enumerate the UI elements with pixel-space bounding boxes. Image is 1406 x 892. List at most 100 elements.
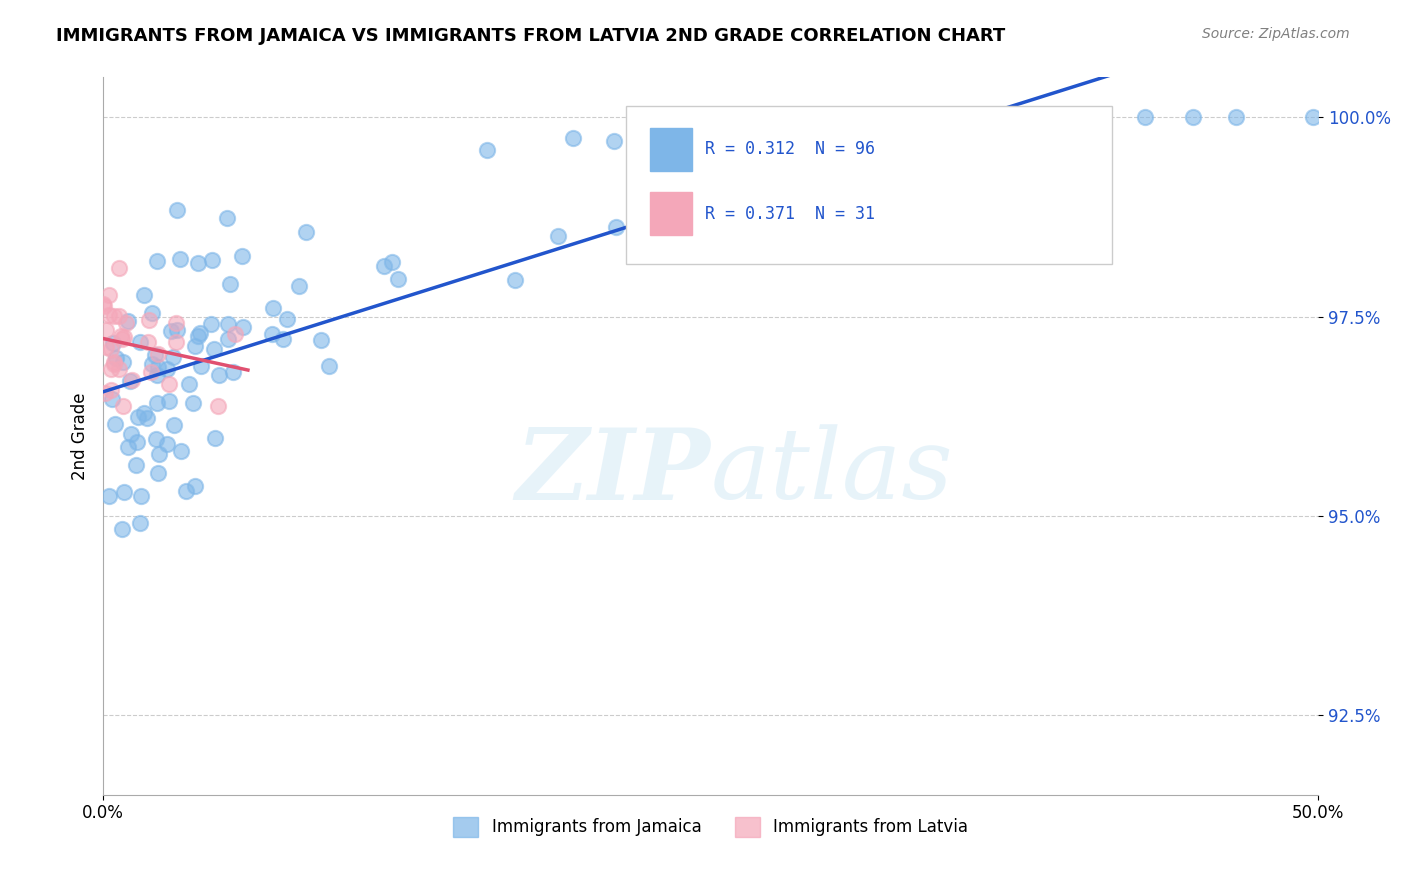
Immigrants from Latvia <box>91 297 114 311</box>
Immigrants from Jamaica <box>111 354 134 368</box>
Immigrants from Jamaica <box>184 339 207 353</box>
Immigrants from Jamaica <box>128 516 150 531</box>
Immigrants from Jamaica <box>157 393 180 408</box>
Immigrants from Jamaica <box>222 365 245 379</box>
Text: Source: ZipAtlas.com: Source: ZipAtlas.com <box>1202 27 1350 41</box>
Immigrants from Jamaica <box>200 317 222 331</box>
Immigrants from Jamaica <box>970 110 993 124</box>
Immigrants from Jamaica <box>217 332 239 346</box>
Immigrants from Latvia <box>165 317 187 331</box>
Immigrants from Jamaica <box>104 417 127 431</box>
Immigrants from Latvia <box>138 334 160 349</box>
Immigrants from Jamaica <box>1133 110 1156 124</box>
Immigrants from Jamaica <box>112 484 135 499</box>
Immigrants from Latvia <box>114 316 136 330</box>
Y-axis label: 2nd Grade: 2nd Grade <box>72 392 89 480</box>
Immigrants from Jamaica <box>309 334 332 348</box>
Immigrants from Latvia <box>165 334 187 349</box>
Immigrants from Jamaica <box>1181 110 1204 124</box>
Immigrants from Jamaica <box>820 110 842 124</box>
Text: atlas: atlas <box>710 425 953 519</box>
Immigrants from Jamaica <box>120 427 142 442</box>
Immigrants from Latvia <box>107 309 129 323</box>
Immigrants from Jamaica <box>146 396 169 410</box>
Immigrants from Jamaica <box>169 252 191 267</box>
Immigrants from Jamaica <box>863 110 886 124</box>
Immigrants from Latvia <box>94 323 117 337</box>
Immigrants from Jamaica <box>562 131 585 145</box>
Immigrants from Jamaica <box>145 432 167 446</box>
Immigrants from Jamaica <box>98 489 121 503</box>
Immigrants from Jamaica <box>141 306 163 320</box>
Immigrants from Jamaica <box>135 411 157 425</box>
Immigrants from Latvia <box>114 330 136 344</box>
Immigrants from Jamaica <box>100 392 122 406</box>
Immigrants from Latvia <box>103 354 125 368</box>
Immigrants from Jamaica <box>184 479 207 493</box>
Immigrants from Latvia <box>108 361 131 376</box>
Legend: Immigrants from Jamaica, Immigrants from Latvia: Immigrants from Jamaica, Immigrants from… <box>447 810 974 844</box>
Immigrants from Latvia <box>157 376 180 391</box>
Text: R = 0.371  N = 31: R = 0.371 N = 31 <box>704 205 875 223</box>
Immigrants from Latvia <box>100 383 122 397</box>
Text: R = 0.312  N = 96: R = 0.312 N = 96 <box>704 140 875 158</box>
Immigrants from Jamaica <box>318 359 340 373</box>
Immigrants from Jamaica <box>970 110 993 124</box>
Immigrants from Jamaica <box>271 332 294 346</box>
Immigrants from Jamaica <box>387 272 409 286</box>
Immigrants from Jamaica <box>177 376 200 391</box>
Immigrants from Jamaica <box>120 374 142 388</box>
Immigrants from Jamaica <box>170 444 193 458</box>
Immigrants from Jamaica <box>287 278 309 293</box>
Immigrants from Jamaica <box>146 466 169 480</box>
Immigrants from Latvia <box>103 310 125 324</box>
Immigrants from Jamaica <box>1225 110 1247 124</box>
Immigrants from Jamaica <box>974 110 997 124</box>
Immigrants from Jamaica <box>143 348 166 362</box>
Immigrants from Latvia <box>103 357 125 371</box>
Immigrants from Jamaica <box>232 320 254 334</box>
Immigrants from Jamaica <box>638 206 661 220</box>
Immigrants from Jamaica <box>862 110 884 124</box>
Immigrants from Jamaica <box>162 350 184 364</box>
Immigrants from Jamaica <box>125 458 148 473</box>
Immigrants from Jamaica <box>187 329 209 343</box>
Immigrants from Jamaica <box>1047 110 1070 124</box>
Immigrants from Jamaica <box>503 273 526 287</box>
Immigrants from Jamaica <box>208 368 231 383</box>
Immigrants from Jamaica <box>111 522 134 536</box>
Immigrants from Jamaica <box>127 410 149 425</box>
Immigrants from Jamaica <box>202 342 225 356</box>
Immigrants from Jamaica <box>262 326 284 341</box>
Immigrants from Jamaica <box>188 326 211 340</box>
Immigrants from Jamaica <box>132 406 155 420</box>
Immigrants from Latvia <box>112 399 135 413</box>
Immigrants from Jamaica <box>190 359 212 373</box>
Immigrants from Jamaica <box>117 440 139 454</box>
Immigrants from Jamaica <box>201 252 224 267</box>
Immigrants from Latvia <box>98 308 121 322</box>
Immigrants from Jamaica <box>166 203 188 218</box>
Immigrants from Jamaica <box>231 249 253 263</box>
Immigrants from Jamaica <box>219 277 242 291</box>
Immigrants from Latvia <box>141 365 163 379</box>
Immigrants from Latvia <box>98 288 121 302</box>
Immigrants from Jamaica <box>276 312 298 326</box>
Immigrants from Jamaica <box>984 110 1007 124</box>
Immigrants from Jamaica <box>1302 110 1324 124</box>
Immigrants from Jamaica <box>129 489 152 503</box>
Immigrants from Latvia <box>146 347 169 361</box>
Immigrants from Jamaica <box>648 127 671 141</box>
Immigrants from Latvia <box>100 362 122 376</box>
Immigrants from Latvia <box>111 332 134 346</box>
Immigrants from Latvia <box>121 374 143 388</box>
Immigrants from Jamaica <box>294 225 316 239</box>
Immigrants from Jamaica <box>156 362 179 376</box>
Text: IMMIGRANTS FROM JAMAICA VS IMMIGRANTS FROM LATVIA 2ND GRADE CORRELATION CHART: IMMIGRANTS FROM JAMAICA VS IMMIGRANTS FR… <box>56 27 1005 45</box>
Immigrants from Jamaica <box>215 211 238 226</box>
Immigrants from Jamaica <box>262 301 284 315</box>
Text: ZIP: ZIP <box>516 424 710 520</box>
Immigrants from Latvia <box>100 343 122 357</box>
Immigrants from Jamaica <box>101 336 124 351</box>
Immigrants from Jamaica <box>117 313 139 327</box>
